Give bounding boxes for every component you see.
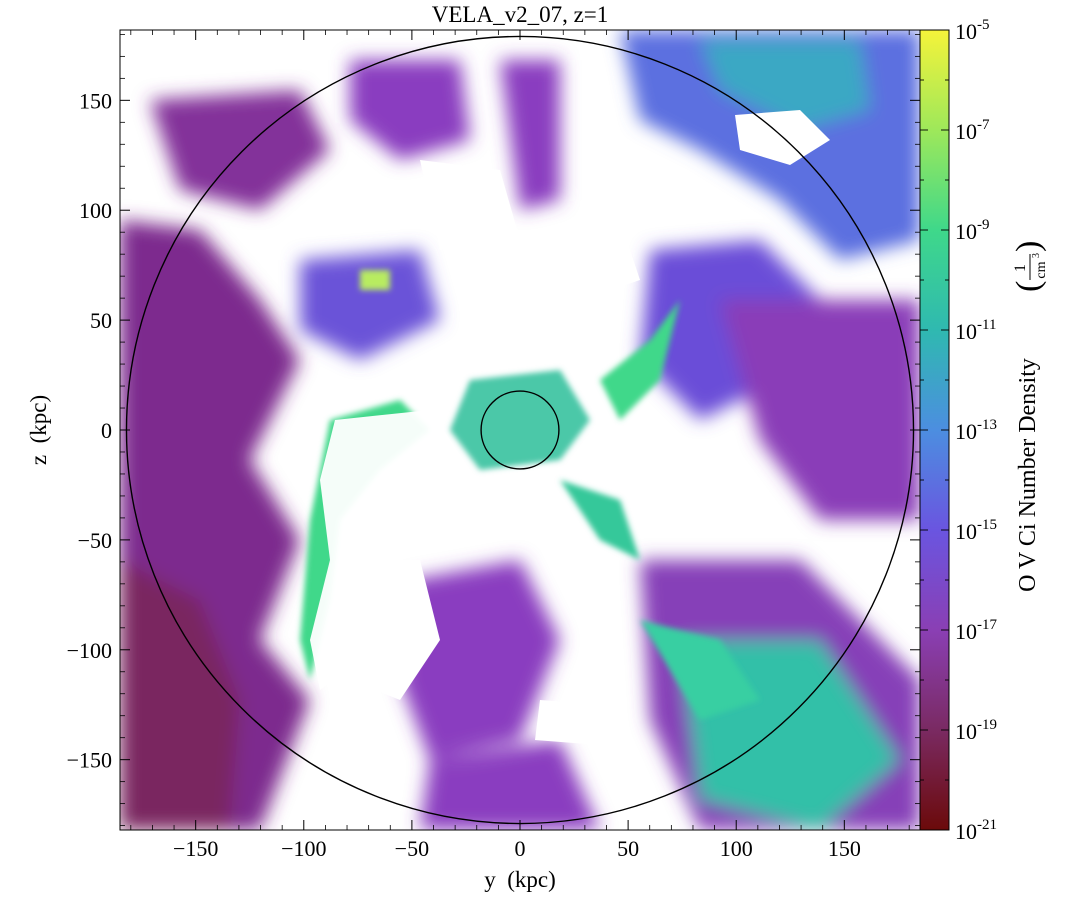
x-tick-label: −50 <box>395 836 429 861</box>
colorbar-tick-label: 10-21 <box>955 817 997 844</box>
colorbar-tick-label: 10-5 <box>955 17 990 44</box>
y-tick-label: 100 <box>79 198 112 223</box>
colorbar-unit-open-paren: ( <box>1010 281 1047 292</box>
colorbar-tick-label: 10-15 <box>955 517 997 544</box>
inner-radius-circle <box>480 390 560 470</box>
y-tick-label: −100 <box>67 638 112 663</box>
colorbar-ticks <box>920 29 949 831</box>
colorbar-title: O V Ci Number Density <box>1015 358 1041 592</box>
colorbar-unit-numerator: 1 <box>1012 264 1029 272</box>
y-tick-label: 50 <box>90 308 112 333</box>
y-axis-title: z (kpc) <box>26 395 51 465</box>
x-tick-label: 100 <box>720 836 753 861</box>
colorbar-title-group: O V Ci Number Density ( 1 cm 3 ) <box>1010 241 1049 592</box>
colorbar-tick-exponent: -5 <box>977 17 990 33</box>
colorbar-tick-label: 10-11 <box>955 317 996 344</box>
colorbar-tick-exponent: -7 <box>977 117 990 133</box>
x-tick-label: 150 <box>828 836 861 861</box>
x-axis-tick-labels: −150 −100 −50 0 50 100 150 <box>173 836 861 861</box>
colorbar-tick-label: 10-13 <box>955 417 997 444</box>
colorbar-unit-close-paren: ) <box>1010 241 1047 252</box>
colorbar-tick-exponent: -15 <box>977 517 997 533</box>
chart-title: VELA_v2_07, z=1 <box>432 2 609 27</box>
colorbar-tick-label: 10-7 <box>955 117 990 144</box>
colorbar-tick-label: 10-9 <box>955 217 990 244</box>
colorbar-tick-exponent: -11 <box>977 317 996 333</box>
x-axis-ticks <box>130 30 910 830</box>
colorbar-tick-exponent: -9 <box>977 217 990 233</box>
x-tick-label: 50 <box>617 836 639 861</box>
y-tick-label: −50 <box>78 528 112 553</box>
colorbar-tick-exponent: -21 <box>977 817 997 833</box>
colorbar-tick-label: 10-17 <box>955 617 997 644</box>
x-axis-title: y (kpc) <box>484 867 556 892</box>
colorbar-tick-exponent: -17 <box>977 617 997 633</box>
colorbar-tick-labels: 10-21 10-19 10-17 10-15 10-13 10-11 10-9 10-7 10… <box>955 17 997 844</box>
colorbar-unit-exponent: 3 <box>1031 253 1042 258</box>
colorbar-tick-exponent: -19 <box>977 717 997 733</box>
colorbar-unit-denominator: cm <box>1034 261 1049 278</box>
y-axis-ticks <box>120 33 920 827</box>
x-tick-label: −100 <box>281 836 326 861</box>
x-tick-label: −150 <box>173 836 218 861</box>
y-tick-label: 0 <box>101 418 112 443</box>
y-tick-label: 150 <box>79 88 112 113</box>
y-axis-tick-labels: −150 −100 −50 0 50 100 150 <box>67 88 112 772</box>
x-tick-label: 0 <box>515 836 526 861</box>
density-field <box>120 30 920 830</box>
y-tick-label: −150 <box>67 748 112 773</box>
colorbar-tick-exponent: -13 <box>977 417 997 433</box>
colorbar-tick-label: 10-19 <box>955 717 997 744</box>
